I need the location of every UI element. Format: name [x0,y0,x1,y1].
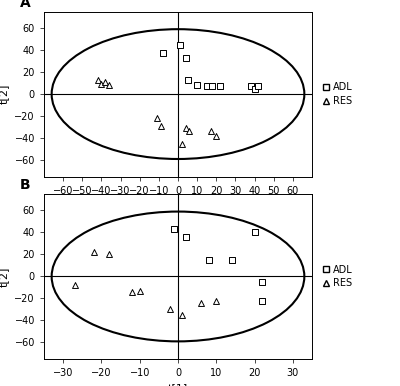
Point [251,229,258,235]
Point [186,129,193,135]
X-axis label: t[1]: t[1] [168,384,188,386]
Point [106,82,112,88]
Point [167,306,174,313]
Point [209,83,216,90]
Legend: ADL, RES: ADL, RES [322,82,353,106]
Point [248,83,254,90]
Point [158,123,164,129]
Point [228,257,235,263]
Point [154,115,160,121]
Point [206,257,212,263]
Point [136,288,143,294]
Point [94,77,101,83]
Point [217,83,223,90]
Point [182,55,189,61]
Point [182,125,189,131]
Point [171,226,177,232]
Point [160,50,166,56]
Point [98,81,105,87]
Point [106,251,112,257]
Point [259,279,266,285]
Text: A: A [20,0,31,10]
X-axis label: t[1]: t[1] [168,201,188,211]
Point [182,234,189,240]
Point [72,282,78,288]
Point [251,85,258,91]
Point [213,133,220,139]
Point [179,312,185,318]
Point [213,298,220,304]
Point [255,83,262,90]
Point [194,82,200,88]
Y-axis label: t[2]: t[2] [0,266,9,287]
Legend: ADL, RES: ADL, RES [322,264,353,288]
Point [198,300,204,306]
Point [204,83,210,90]
Point [184,77,191,83]
Point [179,141,185,147]
Text: B: B [20,178,30,192]
Point [129,289,135,295]
Y-axis label: t[2]: t[2] [0,84,9,104]
Point [90,249,97,256]
Point [259,298,266,304]
Point [207,129,214,135]
Point [102,79,108,85]
Point [177,41,183,47]
